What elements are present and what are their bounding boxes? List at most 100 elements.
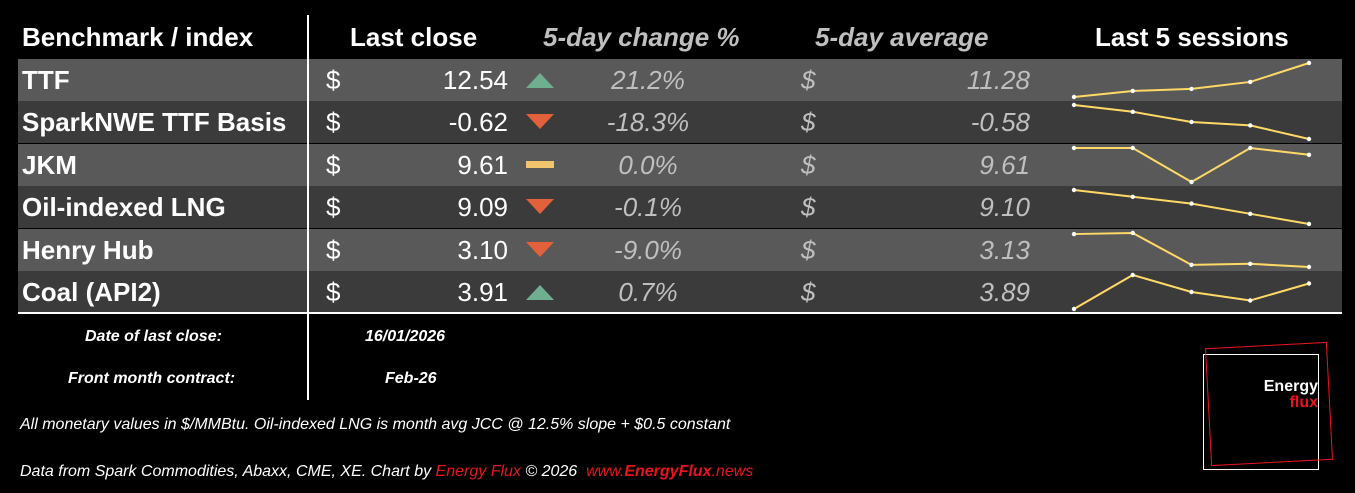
sparkline-point	[1130, 109, 1135, 115]
sparkline-line	[1073, 231, 1310, 268]
source-line: Data from Spark Commodities, Abaxx, CME,…	[20, 463, 753, 481]
sparkline-line	[1074, 146, 1310, 183]
average: -0.58	[970, 107, 1030, 138]
sparkline-point	[1306, 281, 1312, 286]
trend-icon	[526, 160, 554, 168]
sparkline-point	[1071, 187, 1077, 193]
source: Data from Spark Commodities, Abaxx, CME,…	[20, 463, 432, 480]
sparkline-point	[1248, 79, 1253, 85]
currency: $	[801, 65, 816, 95]
last-close: 3.91	[457, 277, 508, 307]
sparkline-point	[1071, 231, 1077, 236]
currency: $	[801, 192, 816, 223]
sparkline-point	[1248, 298, 1253, 303]
contract-value: Feb-26	[385, 370, 437, 387]
table-row: SparkNWE TTF Basis $ -0.62 -18.3% $ -0.58	[18, 101, 1342, 144]
column-header: Benchmark / index	[22, 22, 254, 52]
column-header: Last close	[350, 22, 478, 52]
sparkline-point	[1130, 194, 1135, 200]
average: 11.28	[966, 65, 1030, 95]
sparkline-point	[1189, 86, 1194, 92]
sparkline-point	[1189, 179, 1194, 184]
sparkline-point	[1130, 145, 1135, 150]
currency: $	[326, 192, 341, 223]
sparkline-point	[1189, 262, 1194, 267]
currency: $	[801, 149, 816, 180]
table-row: JKM $9.61 0.0% $9.61	[18, 143, 1342, 186]
sparkline	[1071, 187, 1312, 227]
sparkline-point	[1306, 60, 1312, 66]
url-prefix: www.	[586, 463, 625, 480]
benchmark-name: Coal (API2)	[22, 277, 161, 307]
copyright: © 2026	[525, 463, 578, 480]
currency: $	[801, 234, 816, 265]
sparkline-point	[1248, 123, 1253, 128]
sparkline-point	[1071, 103, 1077, 108]
currency: $	[326, 65, 341, 95]
sparkline-point	[1130, 88, 1135, 94]
sparkline-point	[1248, 261, 1253, 266]
logo-line1: Energy	[1263, 378, 1318, 395]
currency: $	[801, 277, 816, 307]
sparkline-line	[1073, 62, 1310, 98]
trend-icon	[526, 73, 554, 88]
sparkline-point	[1189, 120, 1194, 125]
benchmark-name: TTF	[22, 65, 70, 95]
benchmark-name: JKM	[22, 149, 77, 180]
sparkline-line	[1073, 189, 1310, 226]
currency: $	[326, 234, 341, 265]
column-header: 5-day average	[815, 22, 989, 52]
table-row: Coal (API2) $3.91 0.7% $3.89	[18, 271, 1342, 313]
trend-flat	[526, 160, 554, 168]
sparkline	[1071, 145, 1312, 184]
logo-box	[1203, 354, 1319, 470]
brand: Energy Flux	[435, 463, 521, 480]
sparkline-point	[1071, 145, 1077, 150]
sparkline-point	[1189, 289, 1194, 295]
sparkline-point	[1248, 211, 1253, 217]
average: 3.13	[979, 234, 1030, 265]
benchmark-name: Henry Hub	[22, 234, 154, 265]
last-close: -0.62	[448, 107, 508, 138]
benchmark-name: SparkNWE TTF Basis	[22, 107, 287, 138]
sparkline-point	[1071, 94, 1077, 100]
sparkline	[1071, 60, 1312, 100]
trend-icon	[526, 199, 554, 215]
currency: $	[326, 277, 341, 307]
sparkline	[1071, 272, 1312, 312]
logo-text: Energy flux	[1256, 379, 1318, 411]
sparkline-point	[1189, 201, 1194, 206]
average: 3.89	[979, 277, 1030, 307]
benchmark-name: Oil-indexed LNG	[22, 192, 226, 223]
note: All monetary values in $/MMBtu. Oil-inde…	[20, 416, 731, 433]
column-header: 5-day change %	[543, 22, 740, 52]
sparkline-point	[1130, 272, 1135, 278]
average: 9.61	[979, 149, 1030, 180]
change: -0.1%	[614, 192, 682, 223]
trend-down	[526, 199, 554, 215]
trend-icon	[526, 241, 554, 257]
sparkline	[1071, 103, 1312, 142]
logo-line2: flux	[1289, 394, 1318, 411]
trend-up	[526, 285, 554, 300]
last-close: 9.09	[457, 192, 508, 223]
table-rule	[18, 312, 1342, 314]
trend-icon	[526, 114, 554, 130]
sparkline-point	[1130, 230, 1135, 235]
sparkline-point	[1248, 145, 1253, 150]
trend-down	[526, 114, 554, 130]
average: 9.10	[979, 192, 1030, 223]
last-close: 9.61	[457, 149, 508, 180]
trend-up	[526, 73, 554, 88]
table-row: Oil-indexed LNG $9.09 -0.1% $9.10	[18, 186, 1342, 229]
url-suffix: .news	[711, 463, 754, 480]
last-close: 12.54	[442, 65, 508, 95]
currency: $	[326, 107, 341, 138]
trend-down	[526, 241, 554, 257]
last-close: 3.10	[457, 234, 508, 265]
sparkline-point	[1071, 306, 1077, 312]
contract-label: Front month contract:	[68, 370, 236, 387]
sparkline-point	[1306, 152, 1312, 157]
sparkline-point	[1306, 264, 1312, 269]
table-row: TTF $12.54 21.2% $11.28	[18, 59, 1342, 101]
